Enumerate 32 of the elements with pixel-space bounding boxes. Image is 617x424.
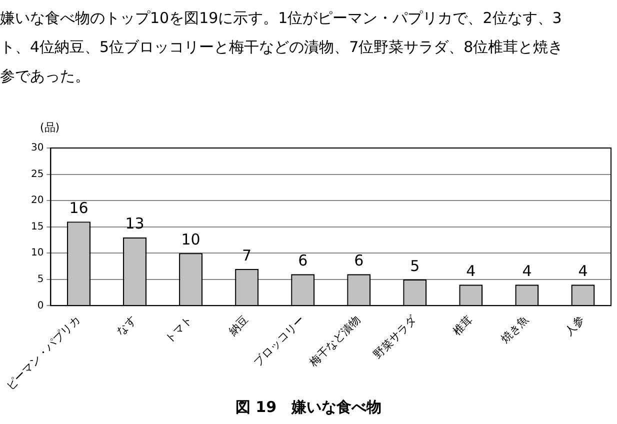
- y-tick-label: 25: [30, 168, 44, 180]
- x-tick-label: ピーマン・パプリカ: [4, 313, 83, 392]
- x-tick-label: なす: [114, 313, 139, 338]
- y-tick-label: 15: [30, 221, 44, 232]
- text: ト、4位納豆、5位ブロッコリーと梅干などの漬物、7位野菜サラダ、8位椎茸と焼き: [0, 37, 564, 58]
- y-tick-label: 30: [30, 142, 44, 154]
- data-label: 16: [69, 198, 88, 217]
- x-tick-label: 焼き魚: [498, 313, 532, 346]
- data-label: 13: [125, 214, 144, 233]
- data-label: 4: [578, 262, 588, 280]
- y-tick-label: 0: [37, 300, 44, 312]
- data-label: 6: [298, 252, 308, 270]
- x-tick-label: 椎茸: [450, 313, 476, 338]
- data-label: 5: [410, 256, 420, 275]
- text: 参であった。: [0, 66, 91, 87]
- text: 嫌いな食べ物のトップ10を図19に示す。1位がピーマン・パプリカで、2位なす、3: [0, 8, 563, 29]
- data-label: 7: [242, 246, 252, 264]
- text: 図 19 嫌いな食べ物: [234, 398, 383, 417]
- data-label: 4: [522, 262, 532, 280]
- data-label: 4: [466, 262, 476, 280]
- x-tick-label: トマト: [162, 313, 195, 346]
- y-tick-label: 10: [30, 248, 44, 259]
- x-tick-label: ブロッコリー: [251, 313, 307, 370]
- y-tick-label: 20: [30, 195, 44, 206]
- y-tick-label: 5: [37, 274, 44, 285]
- x-tick-label: 人参: [562, 313, 588, 338]
- data-label: 10: [181, 230, 200, 248]
- x-tick-label: 梅干など漬物: [306, 313, 364, 370]
- x-tick-label: 納豆: [226, 313, 251, 338]
- data-label: 6: [354, 252, 364, 270]
- x-tick-label: 野菜サラダ: [370, 312, 420, 362]
- y-axis-title: (品): [40, 120, 60, 134]
